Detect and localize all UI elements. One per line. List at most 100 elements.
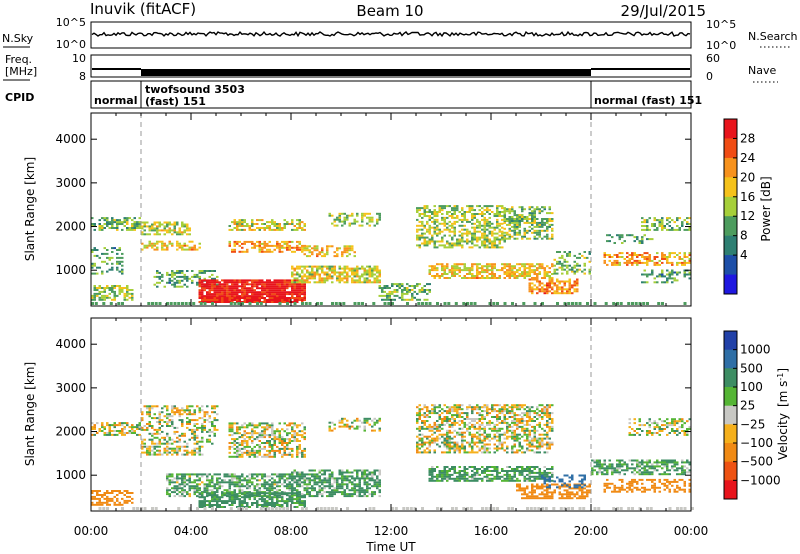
data-cell	[243, 491, 246, 494]
data-cell	[273, 496, 276, 499]
data-cell	[373, 224, 376, 227]
data-cell	[556, 290, 559, 293]
data-cell	[238, 453, 241, 456]
data-cell	[163, 248, 166, 251]
data-cell	[261, 485, 264, 488]
data-cell	[303, 502, 306, 504]
data-cell	[286, 293, 289, 296]
data-cell	[243, 240, 246, 243]
data-cell	[483, 228, 486, 231]
data-cell	[303, 289, 306, 292]
data-cell	[476, 238, 479, 241]
data-cell	[498, 228, 501, 231]
data-cell	[301, 279, 304, 282]
data-cell	[376, 279, 379, 282]
data-cell	[256, 291, 259, 294]
data-cell	[356, 471, 359, 474]
data-cell	[178, 477, 181, 480]
data-cell	[336, 216, 339, 219]
data-cell	[363, 473, 366, 476]
data-cell	[196, 495, 199, 498]
data-cell	[188, 493, 191, 496]
data-cell	[553, 284, 556, 287]
data-cell	[483, 238, 486, 241]
data-cell	[173, 491, 176, 494]
data-cell	[556, 292, 559, 295]
data-cell	[301, 473, 304, 476]
data-cell	[251, 475, 254, 478]
data-cell	[481, 244, 484, 247]
data-cell	[171, 447, 174, 450]
data-cell	[376, 281, 379, 284]
data-cell	[163, 229, 166, 232]
data-cell	[293, 269, 296, 272]
data-cell	[316, 247, 319, 250]
data-cell	[481, 240, 484, 243]
data-cell	[453, 273, 456, 275]
power-x-ticks	[90, 113, 692, 306]
data-cell	[423, 289, 426, 291]
data-cell	[306, 477, 309, 480]
data-cell	[258, 293, 261, 296]
data-cell	[406, 298, 409, 301]
data-cell	[338, 265, 341, 268]
data-cell	[106, 287, 109, 289]
data-cell	[401, 285, 404, 287]
data-cell	[196, 483, 199, 486]
data-cell	[451, 213, 454, 215]
data-cell	[441, 263, 444, 266]
data-cell	[201, 425, 204, 427]
data-cell	[161, 223, 164, 226]
data-cell	[201, 285, 204, 288]
data-cell	[169, 302, 173, 305]
data-cell	[133, 426, 136, 429]
data-cell	[566, 272, 569, 275]
data-cell	[228, 242, 231, 245]
data-cell	[268, 279, 271, 282]
data-cell	[198, 451, 201, 454]
data-cell	[373, 277, 376, 280]
data-cell	[496, 277, 499, 279]
data-cell	[211, 425, 214, 427]
data-cell	[211, 281, 214, 284]
data-cell	[266, 301, 269, 303]
data-cell	[153, 432, 156, 435]
data-cell	[436, 213, 439, 215]
data-cell	[418, 289, 421, 291]
data-cell	[123, 221, 126, 224]
data-cell	[661, 227, 664, 229]
data-cell	[428, 218, 431, 221]
data-cell	[218, 289, 221, 292]
data-cell	[126, 422, 129, 425]
data-cell	[233, 442, 236, 444]
data-cell	[331, 302, 334, 305]
data-cell	[426, 292, 429, 295]
data-cell	[353, 302, 357, 305]
data-cell	[251, 219, 254, 222]
data-cell	[228, 430, 231, 433]
data-cell	[248, 289, 251, 292]
data-cell	[296, 281, 299, 284]
data-cell	[561, 254, 564, 257]
data-cell	[236, 496, 239, 499]
data-cell	[203, 496, 206, 499]
data-cell	[688, 227, 691, 229]
data-cell	[116, 499, 119, 502]
data-cell	[521, 263, 524, 266]
data-cell	[283, 295, 286, 298]
data-cell	[163, 405, 166, 408]
data-cell	[326, 481, 329, 484]
nsearch-tick-bottom: 10^0	[706, 39, 736, 52]
data-cell	[466, 277, 469, 279]
data-cell	[206, 483, 209, 486]
data-cell	[181, 275, 184, 278]
data-cell	[378, 485, 381, 488]
data-cell	[318, 267, 321, 270]
data-cell	[643, 219, 646, 222]
data-cell	[288, 283, 291, 286]
data-cell	[206, 285, 209, 288]
data-cell	[173, 477, 176, 480]
data-cell	[238, 504, 241, 506]
data-cell	[336, 253, 339, 256]
data-cell	[206, 299, 209, 301]
